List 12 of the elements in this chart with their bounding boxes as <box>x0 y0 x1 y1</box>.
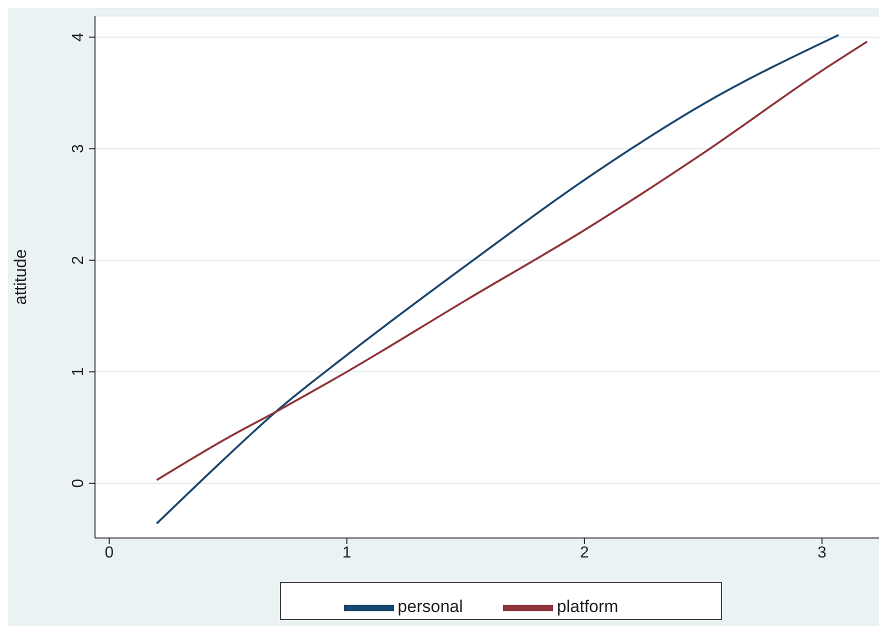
y-tick-label: 4 <box>70 32 87 42</box>
legend-label: personal <box>398 597 463 616</box>
y-tick-label: 2 <box>70 256 87 265</box>
x-tick-label: 1 <box>342 544 352 562</box>
x-tick-label: 2 <box>580 544 589 562</box>
x-tick-label: 3 <box>818 544 827 562</box>
y-tick-label: 0 <box>70 478 87 488</box>
y-tick-label: 1 <box>70 367 87 376</box>
y-axis-title: attitude <box>11 249 30 305</box>
y-tick-label: 3 <box>70 144 87 154</box>
x-tick-label: 0 <box>104 544 114 562</box>
legend-label: platform <box>556 597 618 616</box>
